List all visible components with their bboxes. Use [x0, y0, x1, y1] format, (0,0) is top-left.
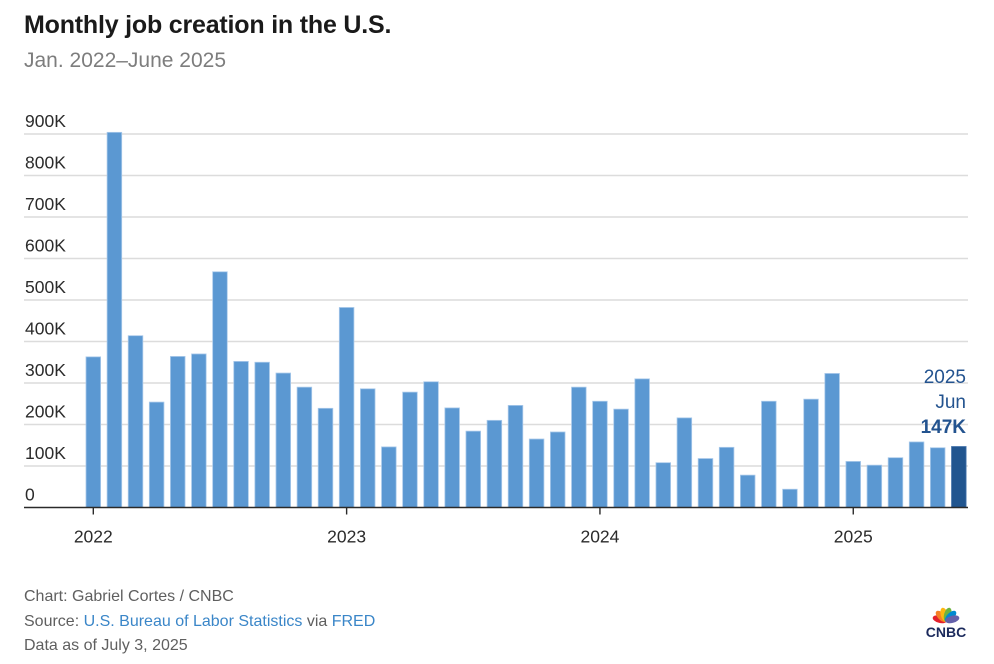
- x-tick-label: 2023: [327, 527, 366, 547]
- bar-2024-09: [761, 400, 777, 508]
- bar-2022-07: [212, 271, 228, 508]
- bar-2022-08: [233, 361, 249, 508]
- y-tick-label: 100K: [25, 443, 66, 463]
- bar-2024-08: [740, 474, 756, 508]
- bar-2023-10: [528, 438, 545, 508]
- bar-2023-04: [402, 391, 418, 508]
- x-axis-ticks: 2022 2023 2024 2025: [74, 507, 873, 547]
- y-tick-label: 800K: [25, 153, 66, 173]
- annotation-month: Jun: [935, 392, 966, 413]
- peacock-feather: [945, 615, 960, 624]
- chart-source: Source: U.S. Bureau of Labor Statistics …: [24, 610, 375, 635]
- y-tick-label: 400K: [25, 319, 66, 339]
- bar-2024-10: [782, 488, 798, 508]
- bar-2023-09: [507, 405, 524, 508]
- x-tick-label: 2022: [74, 527, 113, 547]
- y-tick-label: 600K: [25, 236, 66, 256]
- annotation-value: 147K: [921, 417, 967, 438]
- bar-2024-04: [655, 462, 671, 508]
- bar-2025-02: [866, 464, 883, 508]
- bar-2024-02: [613, 408, 629, 508]
- bar-2023-05: [423, 381, 439, 508]
- bar-2022-10: [275, 372, 291, 508]
- y-tick-label: 200K: [25, 402, 66, 422]
- bar-2022-05: [170, 356, 186, 508]
- x-tick-label: 2024: [580, 527, 619, 547]
- bar-2023-08: [486, 419, 503, 508]
- bar-2023-11: [550, 431, 566, 508]
- peacock-icon: [932, 607, 960, 624]
- x-tick-label: 2025: [834, 527, 873, 547]
- bar-2022-02: [106, 131, 123, 508]
- annotation-year: 2025: [924, 367, 966, 388]
- bar-2024-01: [592, 400, 608, 508]
- y-tick-label: 500K: [25, 277, 66, 297]
- bar-2023-12: [571, 386, 587, 508]
- cnbc-logo-text: CNBC: [926, 624, 966, 640]
- source-link-bls[interactable]: U.S. Bureau of Labor Statistics: [83, 612, 303, 630]
- bar-2023-01: [338, 307, 355, 508]
- bar-2022-04: [148, 401, 165, 508]
- bar-2022-11: [296, 386, 313, 508]
- bar-2024-05: [676, 417, 693, 508]
- bar-2023-07: [465, 430, 481, 508]
- chart-title: Monthly job creation in the U.S.: [24, 11, 392, 39]
- bar-2023-02: [360, 388, 376, 508]
- bar-2022-12: [317, 407, 334, 508]
- chart-footer: Chart: Gabriel Cortes / CNBC Source: U.S…: [24, 585, 375, 659]
- y-tick-label: 700K: [25, 194, 66, 214]
- bar-2022-09: [254, 361, 270, 508]
- bar-2025-01: [845, 461, 861, 508]
- bar-2022-06: [191, 353, 207, 508]
- source-link-fred[interactable]: FRED: [331, 612, 376, 630]
- bar-2025-05: [930, 447, 946, 508]
- source-prefix: Source:: [24, 612, 84, 630]
- source-via: via: [302, 612, 332, 630]
- bar-2024-12: [824, 373, 840, 508]
- chart-credit: Chart: Gabriel Cortes / CNBC: [24, 588, 234, 605]
- bar-2023-06: [444, 407, 460, 508]
- bars: [85, 131, 967, 508]
- bar-2024-07: [718, 446, 735, 508]
- y-tick-label: 0: [25, 485, 35, 505]
- y-tick-label: 900K: [25, 111, 66, 131]
- bar-2022-03: [127, 335, 144, 508]
- y-tick-label: 300K: [25, 360, 66, 380]
- bar-2025-03: [887, 457, 904, 508]
- bar-2023-03: [381, 446, 397, 508]
- chart-subtitle: Jan. 2022–June 2025: [24, 49, 227, 72]
- bar-2024-06: [697, 458, 714, 508]
- y-axis-labels: 0 100K 200K 300K 400K 500K 600K 700K 800K 900K: [25, 111, 66, 505]
- bar-2022-01: [85, 356, 102, 508]
- bar-2025-04: [908, 441, 925, 508]
- cnbc-logo: CNBC: [926, 607, 966, 640]
- bar-2024-03: [634, 378, 650, 508]
- data-as-of: Data as of July 3, 2025: [24, 637, 188, 654]
- bar-chart: 0 100K 200K 300K 400K 500K 600K 700K 800K 900K 20…: [24, 111, 968, 547]
- bar-2025-06: [951, 446, 967, 508]
- last-value-annotation: 2025 Jun 147K: [921, 367, 967, 438]
- bar-2024-11: [803, 398, 819, 508]
